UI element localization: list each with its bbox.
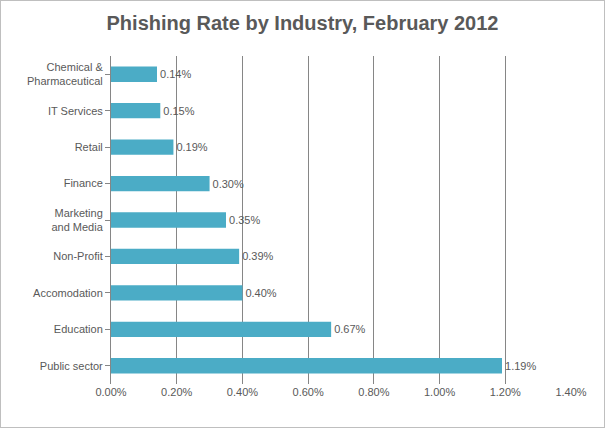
svg-text:0.00%: 0.00% xyxy=(95,386,126,398)
svg-text:0.40%: 0.40% xyxy=(227,386,258,398)
svg-text:Public sector: Public sector xyxy=(40,360,103,372)
svg-text:0.67%: 0.67% xyxy=(334,323,365,335)
svg-text:0.30%: 0.30% xyxy=(213,178,244,190)
svg-text:1.20%: 1.20% xyxy=(490,386,521,398)
svg-text:Finance: Finance xyxy=(64,177,103,189)
svg-text:Non-Profit: Non-Profit xyxy=(53,250,103,262)
svg-text:0.19%: 0.19% xyxy=(176,141,207,153)
svg-text:Education: Education xyxy=(54,323,103,335)
svg-text:0.15%: 0.15% xyxy=(163,105,194,117)
svg-text:Marketingand Media: Marketingand Media xyxy=(51,207,103,233)
svg-text:IT Services: IT Services xyxy=(48,105,103,117)
svg-text:0.40%: 0.40% xyxy=(245,287,276,299)
svg-text:0.39%: 0.39% xyxy=(242,250,273,262)
svg-text:0.80%: 0.80% xyxy=(358,386,389,398)
svg-text:Chemical &Pharmaceutical: Chemical &Pharmaceutical xyxy=(27,61,103,87)
svg-text:Retail: Retail xyxy=(75,141,103,153)
svg-text:0.35%: 0.35% xyxy=(229,214,260,226)
svg-text:1.40%: 1.40% xyxy=(555,386,586,398)
svg-text:1.19%: 1.19% xyxy=(505,360,536,372)
svg-text:0.20%: 0.20% xyxy=(161,386,192,398)
svg-text:Accomodation: Accomodation xyxy=(33,287,103,299)
svg-text:Phishing Rate by Industry, Feb: Phishing Rate by Industry, February 2012 xyxy=(107,12,499,34)
svg-text:0.60%: 0.60% xyxy=(293,386,324,398)
svg-text:1.00%: 1.00% xyxy=(424,386,455,398)
svg-text:0.14%: 0.14% xyxy=(160,68,191,80)
